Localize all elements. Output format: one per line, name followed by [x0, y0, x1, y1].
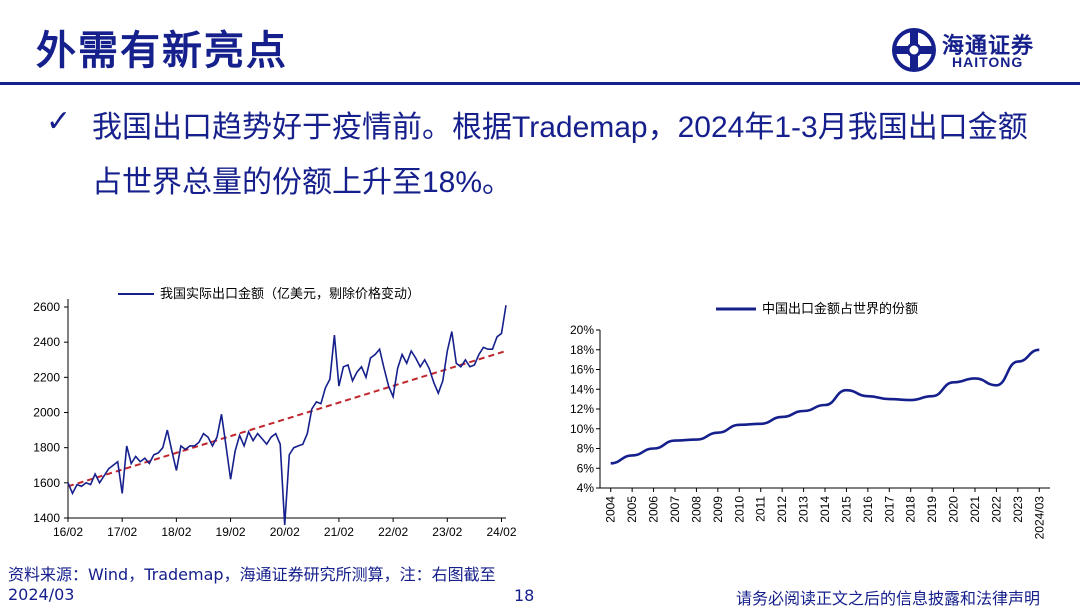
- page-number: 18: [514, 586, 535, 605]
- export-share-line: [610, 348, 1040, 465]
- x-tick-label: 2006: [647, 496, 661, 523]
- x-tick-label: 2013: [797, 496, 811, 523]
- title-underline: [0, 82, 1080, 85]
- checkmark-icon: ✓: [46, 104, 72, 139]
- y-tick-label: 10%: [570, 422, 594, 436]
- x-tick-label: 22/02: [378, 525, 408, 539]
- y-tick-label: 8%: [577, 442, 595, 456]
- x-tick-label: 2016: [861, 496, 875, 523]
- y-tick-label: 20%: [570, 323, 594, 337]
- x-tick-label: 2019: [925, 496, 939, 523]
- x-tick-label: 2023: [1011, 496, 1025, 523]
- y-tick-label: 1600: [33, 476, 60, 490]
- y-tick-label: 14%: [570, 382, 594, 396]
- trend-line: [67, 350, 507, 488]
- haitong-logo-icon: [892, 28, 936, 72]
- x-tick-label: 23/02: [432, 525, 462, 539]
- x-tick-label: 18/02: [161, 525, 191, 539]
- x-tick-label: 2007: [668, 496, 682, 523]
- x-tick-label: 2020: [947, 496, 961, 523]
- x-tick-label: 2015: [839, 496, 853, 523]
- brand-logo: 海通证券 HAITONG: [890, 26, 1060, 74]
- y-tick-label: 2600: [33, 300, 60, 314]
- key-point-text: 我国出口趋势好于疫情前。根据Trademap，2024年1-3月我国出口金额占世…: [92, 111, 1028, 199]
- x-tick-label: 16/02: [53, 525, 83, 539]
- y-tick-label: 2000: [33, 406, 60, 420]
- x-tick-label: 2008: [689, 496, 703, 523]
- x-tick-label: 2012: [775, 496, 789, 523]
- y-tick-label: 1400: [33, 511, 60, 525]
- x-tick-label: 2017: [882, 496, 896, 523]
- logo-chinese-name: 海通证券: [942, 33, 1035, 59]
- y-tick-label: 12%: [570, 402, 594, 416]
- y-tick-label: 6%: [577, 461, 595, 475]
- x-tick-label: 19/02: [216, 525, 246, 539]
- y-tick-label: 2400: [33, 335, 60, 349]
- x-tick-label: 2009: [711, 496, 725, 523]
- x-tick-label: 21/02: [324, 525, 354, 539]
- legend-label: 中国出口金额占世界的份额: [762, 301, 918, 316]
- x-tick-label: 20/02: [270, 525, 300, 539]
- x-tick-label: 2011: [754, 496, 768, 522]
- x-tick-label: 2004: [604, 496, 618, 523]
- legend-label: 我国实际出口金额（亿美元，剔除价格变动）: [160, 286, 420, 301]
- export-amount-chart: 1400 1600 1800 2000 2200 2400 2600 16/02 17/02 18…: [33, 286, 517, 539]
- y-tick-label: 4%: [577, 481, 595, 495]
- x-tick-label: 2010: [732, 496, 746, 523]
- y-tick-label: 2200: [33, 370, 60, 384]
- x-tick-label: 2005: [625, 496, 639, 523]
- export-share-chart: 4% 6% 8% 10% 12% 14% 16% 18% 20% 2004 2005 2006 2007…: [570, 301, 1050, 540]
- page-title: 外需有新亮点: [36, 27, 288, 74]
- logo-english-name: HAITONG: [952, 54, 1024, 70]
- x-tick-label: 2024/03: [1032, 496, 1046, 540]
- y-tick-label: 16%: [570, 363, 594, 377]
- x-tick-label: 2022: [989, 496, 1003, 523]
- y-tick-label: 18%: [570, 343, 594, 357]
- x-tick-label: 2018: [904, 496, 918, 523]
- x-tick-label: 24/02: [486, 525, 516, 539]
- x-tick-label: 2021: [968, 496, 982, 523]
- source-note: 资料来源：Wind，Trademap，海通证券研究所测算，注：右图截至2024/…: [8, 565, 496, 604]
- legal-disclaimer: 请务必阅读正文之后的信息披露和法律声明: [736, 589, 1041, 608]
- y-tick-label: 1800: [33, 441, 60, 455]
- x-tick-label: 17/02: [107, 525, 137, 539]
- x-tick-label: 2014: [818, 496, 832, 523]
- export-amount-line: [67, 305, 507, 526]
